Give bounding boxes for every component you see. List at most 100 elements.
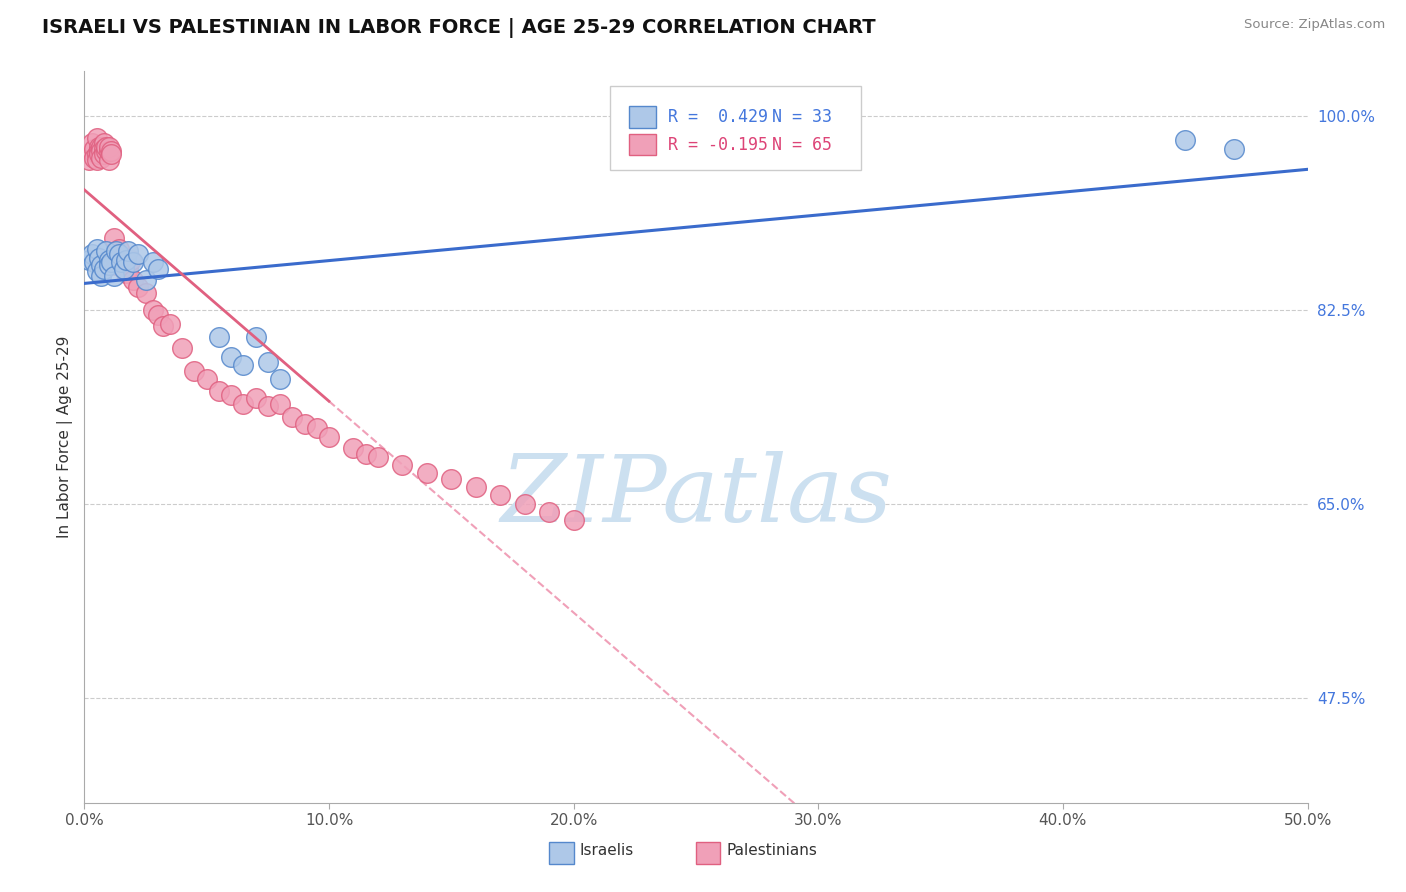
Y-axis label: In Labor Force | Age 25-29: In Labor Force | Age 25-29 xyxy=(58,336,73,538)
Point xyxy=(117,244,139,258)
Point xyxy=(135,285,157,300)
Point xyxy=(96,144,118,158)
Point xyxy=(93,142,115,156)
Point xyxy=(86,264,108,278)
Point xyxy=(103,230,125,244)
Point xyxy=(440,472,463,486)
Text: Source: ZipAtlas.com: Source: ZipAtlas.com xyxy=(1244,18,1385,31)
Text: R = -0.195: R = -0.195 xyxy=(668,136,768,153)
Point xyxy=(115,252,138,267)
Point xyxy=(142,302,165,317)
Point xyxy=(159,317,181,331)
Point xyxy=(152,319,174,334)
Point xyxy=(122,273,145,287)
Point xyxy=(97,258,120,272)
Point xyxy=(110,251,132,265)
Text: N = 33: N = 33 xyxy=(772,109,832,127)
Point xyxy=(100,147,122,161)
Point xyxy=(83,151,105,165)
Point xyxy=(538,505,561,519)
Point xyxy=(80,247,103,261)
Point xyxy=(100,144,122,158)
Point xyxy=(464,480,486,494)
Point xyxy=(115,266,138,280)
FancyBboxPatch shape xyxy=(610,86,860,170)
Point xyxy=(142,255,165,269)
Point xyxy=(172,342,194,356)
Point xyxy=(183,363,205,377)
Point xyxy=(83,255,105,269)
Point xyxy=(97,144,120,158)
Point xyxy=(367,450,389,464)
Bar xyxy=(550,841,574,863)
Point xyxy=(1174,133,1197,147)
Bar xyxy=(628,134,655,155)
Point xyxy=(112,261,135,276)
Point xyxy=(232,358,254,372)
Point xyxy=(90,258,112,272)
Point xyxy=(342,441,364,455)
Point xyxy=(208,330,231,344)
Point xyxy=(93,261,115,276)
Point xyxy=(269,397,291,411)
Point xyxy=(110,255,132,269)
Point xyxy=(1223,142,1246,156)
Point xyxy=(100,255,122,269)
Point xyxy=(562,513,585,527)
Point xyxy=(93,136,115,151)
Point xyxy=(318,430,340,444)
Point xyxy=(354,447,377,461)
Point xyxy=(87,147,110,161)
Point xyxy=(86,147,108,161)
Point xyxy=(97,153,120,167)
Point xyxy=(281,410,304,425)
Point xyxy=(80,136,103,151)
Point xyxy=(257,399,280,413)
Point xyxy=(146,308,169,322)
Point xyxy=(87,139,110,153)
Point xyxy=(97,252,120,267)
Point xyxy=(105,258,128,272)
Point xyxy=(77,252,100,267)
Point xyxy=(122,255,145,269)
Point xyxy=(105,247,128,261)
Point xyxy=(105,244,128,258)
Bar xyxy=(696,841,720,863)
Point xyxy=(120,252,142,267)
Point xyxy=(87,144,110,158)
Point xyxy=(127,247,149,261)
Point xyxy=(208,384,231,398)
Point xyxy=(219,388,242,402)
Point xyxy=(97,139,120,153)
Point xyxy=(257,355,280,369)
Point xyxy=(110,255,132,269)
Point xyxy=(90,151,112,165)
Text: R =  0.429: R = 0.429 xyxy=(668,109,768,127)
Point xyxy=(103,269,125,284)
Point xyxy=(80,144,103,158)
Point xyxy=(86,131,108,145)
Point xyxy=(112,261,135,276)
Point xyxy=(107,247,129,261)
Point xyxy=(90,269,112,284)
Point xyxy=(305,421,328,435)
Point xyxy=(90,144,112,158)
Point xyxy=(86,153,108,167)
Point xyxy=(77,153,100,167)
Point xyxy=(416,466,439,480)
Text: Israelis: Israelis xyxy=(579,843,634,858)
Point xyxy=(117,261,139,276)
Point xyxy=(513,497,536,511)
Point xyxy=(489,488,512,502)
Point xyxy=(83,142,105,156)
Point xyxy=(127,280,149,294)
Point xyxy=(391,458,413,472)
Point xyxy=(87,251,110,265)
Point xyxy=(294,417,316,431)
Point xyxy=(96,244,118,258)
Bar xyxy=(628,106,655,128)
Point xyxy=(90,139,112,153)
Point xyxy=(269,372,291,386)
Point xyxy=(219,351,242,365)
Text: N = 65: N = 65 xyxy=(772,136,832,153)
